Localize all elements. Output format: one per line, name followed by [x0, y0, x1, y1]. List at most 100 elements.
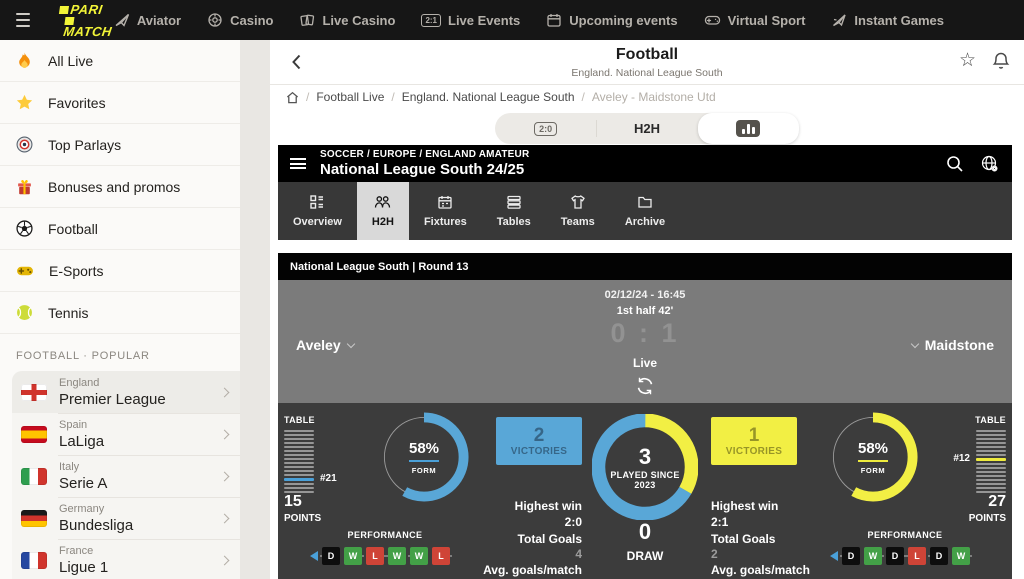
nav-casino[interactable]: Casino — [207, 12, 273, 28]
back-button[interactable] — [286, 51, 308, 73]
globe-settings-icon[interactable] — [980, 154, 1000, 174]
avg-goals-label: Avg. goals/match — [711, 563, 810, 577]
result-box: W — [344, 547, 362, 565]
home-performance-row: D W L W W L — [310, 547, 460, 565]
league-country: England — [59, 376, 100, 389]
top-navbar: PARI MATCH Aviator Casino Live Casino 2:… — [0, 0, 1024, 40]
h2h-played-label: PLAYED SINCE — [610, 470, 680, 480]
back-chevron-icon — [292, 54, 301, 70]
widget-gap — [278, 240, 1012, 253]
main-panel: Football England. National League South … — [270, 40, 1024, 579]
home-form-donut: 58% FORM — [379, 412, 469, 502]
nav-live-events[interactable]: 2:1 Live Events — [421, 13, 520, 28]
nav-instant-games[interactable]: Instant Games — [831, 12, 944, 28]
live-status: Live — [632, 356, 657, 370]
league-name: Serie A — [59, 474, 108, 492]
widget-tab-archive[interactable]: Archive — [610, 182, 680, 240]
chevron-right-icon — [219, 471, 230, 481]
sidebar-item-football[interactable]: Football — [0, 208, 240, 250]
sidebar-item-bonuses[interactable]: Bonuses and promos — [0, 166, 240, 208]
league-row-bundesliga[interactable]: Germany Bundesliga — [12, 497, 240, 539]
home-highest-win: 2:0 — [564, 515, 582, 529]
nav-label: Virtual Sport — [727, 12, 806, 28]
chevron-right-icon — [219, 387, 230, 397]
highest-win-label: Highest win — [514, 499, 582, 513]
widget-category-path: SOCCER / EUROPE / ENGLAND AMATEUR — [320, 149, 530, 160]
sidebar-item-esports[interactable]: E-Sports — [0, 250, 240, 292]
match-period: 1st half 42' — [616, 305, 674, 317]
home-victories-label: VICTORIES — [510, 445, 568, 457]
tab-stats[interactable] — [697, 113, 799, 144]
sidebar-item-favorites[interactable]: Favorites — [0, 82, 240, 124]
breadcrumb-league[interactable]: England. National League South — [401, 90, 575, 104]
widget-tab-label: Fixtures — [423, 216, 467, 228]
result-box: D — [842, 547, 860, 565]
target-icon — [16, 136, 33, 153]
tab-score[interactable]: 2:0 — [495, 113, 596, 144]
search-icon[interactable] — [946, 155, 964, 173]
view-switcher-area: 2:0 H2H — [270, 109, 1024, 153]
home-points-label: POINTS — [284, 513, 322, 524]
league-row-serie-a[interactable]: Italy Serie A — [12, 455, 240, 497]
breadcrumb-separator: / — [306, 90, 310, 104]
parimatch-logo[interactable]: PARI MATCH — [56, 2, 116, 39]
sidebar-item-label: E-Sports — [49, 262, 104, 279]
away-form-percent: 58% — [857, 440, 889, 462]
breadcrumb: / Football Live / England. National Leag… — [270, 85, 1024, 109]
history-arrow-icon[interactable] — [830, 551, 838, 561]
result-box: L — [366, 547, 384, 565]
league-row-premier-league[interactable]: England Premier League — [12, 371, 240, 413]
result-box: W — [952, 547, 970, 565]
result-box: L — [432, 547, 450, 565]
widget-title: National League South 24/25 — [320, 161, 525, 178]
widget-tab-tables[interactable]: Tables — [482, 182, 546, 240]
home-icon[interactable] — [286, 91, 299, 104]
nav-live-casino[interactable]: Live Casino — [299, 12, 395, 28]
favorite-star-icon[interactable]: ☆ — [958, 50, 976, 71]
sidebar-item-top-parlays[interactable]: Top Parlays — [0, 124, 240, 166]
page-title: Football — [615, 46, 679, 63]
menu-icon[interactable] — [16, 13, 31, 27]
widget-tab-label: Tables — [496, 216, 531, 228]
nav-label: Live Events — [448, 12, 521, 28]
sidebar-item-tennis[interactable]: Tennis — [0, 292, 240, 334]
widget-tab-fixtures[interactable]: Fixtures — [409, 182, 482, 240]
widget-tab-teams[interactable]: Teams — [546, 182, 610, 240]
tab-label: H2H — [633, 121, 660, 136]
spain-flag-icon — [21, 425, 47, 443]
breadcrumb-separator: / — [581, 90, 585, 104]
away-form-label: FORM — [860, 465, 886, 475]
away-h2h-stats: Highest win 2:1 Total Goals 2 Avg. goals… — [711, 498, 861, 578]
league-row-laliga[interactable]: Spain LaLiga — [12, 413, 240, 455]
sidebar-item-all-live[interactable]: All Live — [0, 40, 240, 82]
nav-aviator[interactable]: Aviator — [114, 12, 181, 28]
result-box: D — [886, 547, 904, 565]
nav-label: Casino — [230, 12, 274, 28]
match-score: 0 : 1 — [610, 318, 680, 348]
breadcrumb-football-live[interactable]: Football Live — [316, 90, 385, 104]
result-box: W — [864, 547, 882, 565]
home-total-goals: 4 — [575, 547, 582, 561]
score-badge-icon: 2:0 — [534, 121, 558, 136]
widget-tab-h2h[interactable]: H2H — [356, 182, 409, 240]
nav-label: Upcoming events — [569, 12, 678, 28]
tennis-ball-icon — [17, 305, 32, 320]
result-box: L — [908, 547, 926, 565]
away-performance-row: D W D L D W — [830, 547, 980, 565]
away-rank: #12 — [953, 453, 970, 464]
nav-virtual-sport[interactable]: Virtual Sport — [704, 12, 806, 28]
league-row-ligue-1[interactable]: France Ligue 1 — [12, 539, 240, 579]
nav-upcoming-events[interactable]: Upcoming events — [546, 12, 678, 28]
avg-goals-label: Avg. goals/match — [483, 563, 582, 577]
nav-label: Instant Games — [854, 12, 944, 28]
home-team-selector[interactable]: Aveley — [296, 337, 355, 353]
widget-menu-icon[interactable] — [290, 158, 306, 169]
widget-tab-overview[interactable]: Overview — [278, 182, 357, 240]
round-label: National League South | Round 13 — [290, 260, 469, 273]
notification-bell-icon[interactable] — [992, 51, 1010, 71]
history-arrow-icon[interactable] — [310, 551, 318, 561]
away-team-selector[interactable]: Maidstone — [910, 337, 994, 353]
tab-h2h[interactable]: H2H — [596, 113, 697, 144]
home-performance: PERFORMANCE D W L W W L — [310, 530, 460, 565]
refresh-button[interactable] — [278, 375, 1012, 397]
